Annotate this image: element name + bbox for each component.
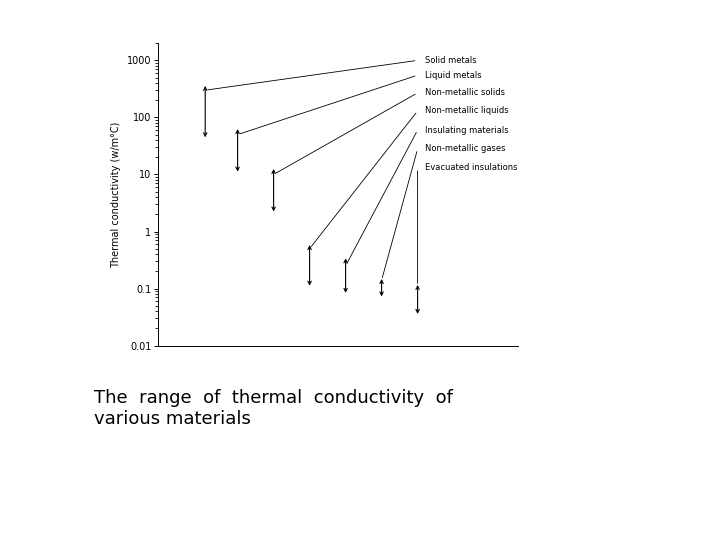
Text: Liquid metals: Liquid metals: [425, 71, 482, 80]
Text: Non-metallic gases: Non-metallic gases: [425, 145, 505, 153]
Y-axis label: Thermal conductivity (w/m°C): Thermal conductivity (w/m°C): [112, 121, 122, 268]
Text: Non-metallic solids: Non-metallic solids: [425, 89, 505, 97]
Text: Solid metals: Solid metals: [425, 56, 477, 65]
Text: The  range  of  thermal  conductivity  of
various materials: The range of thermal conductivity of var…: [94, 389, 452, 428]
Text: Evacuated insulations: Evacuated insulations: [425, 164, 517, 172]
Text: Insulating materials: Insulating materials: [425, 126, 508, 134]
Text: Non-metallic liquids: Non-metallic liquids: [425, 106, 508, 116]
